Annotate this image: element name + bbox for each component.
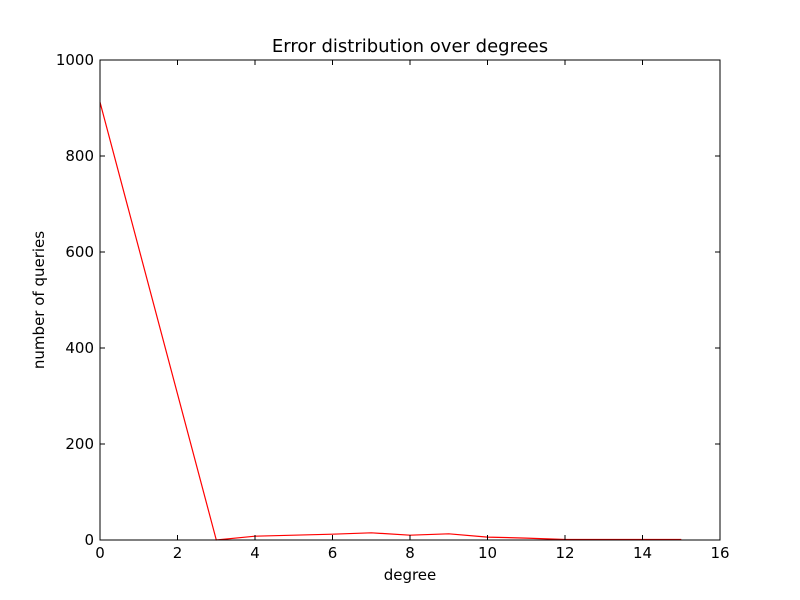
series-layer <box>99 102 682 541</box>
y-axis-label: number of queries <box>30 231 48 369</box>
series-line <box>99 102 682 541</box>
x-tick-label: 14 <box>633 544 652 562</box>
chart-title: Error distribution over degrees <box>272 36 548 57</box>
y-tick-label: 0 <box>84 531 94 549</box>
plot-frame <box>99 59 721 541</box>
y-tick-label: 1000 <box>56 51 94 69</box>
x-tick-label: 4 <box>250 544 260 562</box>
x-tick-label: 10 <box>478 544 497 562</box>
x-tick-label: 0 <box>95 544 105 562</box>
x-tick-label: 12 <box>555 544 574 562</box>
y-tick-label: 200 <box>65 435 94 453</box>
x-tick-label: 2 <box>173 544 183 562</box>
y-tick-label: 600 <box>65 243 94 261</box>
y-tick-label: 400 <box>65 339 94 357</box>
y-tick-label: 800 <box>65 147 94 165</box>
x-tick-label: 16 <box>710 544 729 562</box>
x-tick-label: 8 <box>405 544 415 562</box>
ticks-layer: 0 2 4 6 8 10 12 14 16 0 200 400 600 800 1000 <box>56 51 730 562</box>
x-axis-label: degree <box>384 566 437 584</box>
x-tick-label: 6 <box>328 544 338 562</box>
